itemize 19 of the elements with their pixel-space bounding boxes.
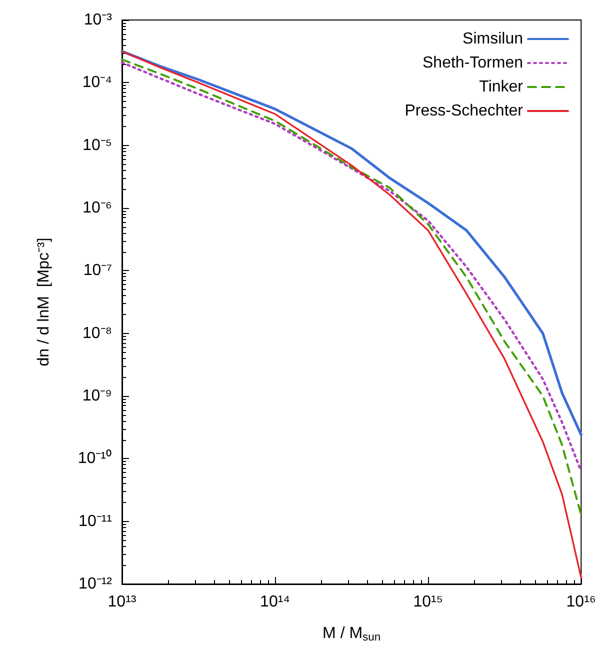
y-tick-label: 10⁻¹² [78, 576, 113, 592]
legend-label: Simsilun [462, 30, 523, 48]
y-tick-label: 10⁻⁹ [82, 388, 112, 404]
y-tick-label: 10⁻³ [84, 12, 113, 28]
x-tick-label: 10¹⁶ [566, 594, 596, 610]
x-tick-label: 10¹⁴ [260, 594, 290, 610]
y-tick-label: 10⁻¹¹ [78, 512, 112, 530]
y-axis-title: dn / d lnM [Mpc⁻³] [36, 238, 52, 366]
y-tick-label: 10⁻¹⁰ [78, 449, 112, 468]
y-tick-label: 10⁻⁵ [82, 136, 112, 154]
x-tick-label: 10¹⁵ [413, 594, 443, 610]
legend-label: Tinker [479, 78, 524, 96]
y-tick-label: 10⁻⁶ [82, 200, 112, 216]
y-tick-label: 10⁻⁸ [82, 324, 112, 342]
y-tick-label: 10⁻⁴ [82, 74, 112, 92]
x-tick-label: 10¹³ [108, 594, 137, 610]
y-tick-label: 10⁻⁷ [83, 262, 112, 280]
legend-label: Press-Schechter [404, 102, 524, 120]
legend-label: Sheth-Tormen [422, 54, 523, 72]
